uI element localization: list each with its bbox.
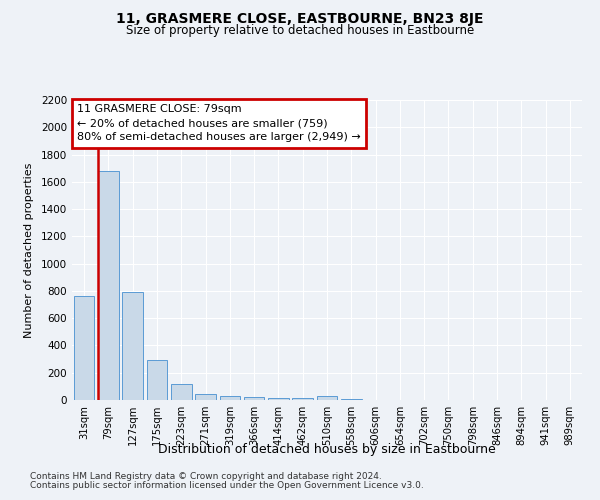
Bar	[74, 296, 94, 400]
Bar	[317, 396, 337, 400]
Text: Size of property relative to detached houses in Eastbourne: Size of property relative to detached ho…	[126, 24, 474, 37]
Text: Distribution of detached houses by size in Eastbourne: Distribution of detached houses by size …	[158, 442, 496, 456]
Text: 11, GRASMERE CLOSE, EASTBOURNE, BN23 8JE: 11, GRASMERE CLOSE, EASTBOURNE, BN23 8JE	[116, 12, 484, 26]
Bar	[146, 360, 167, 400]
Bar	[98, 171, 119, 400]
Text: Contains HM Land Registry data © Crown copyright and database right 2024.: Contains HM Land Registry data © Crown c…	[30, 472, 382, 481]
Bar	[122, 292, 143, 400]
Bar	[268, 398, 289, 400]
Bar	[195, 394, 216, 400]
Bar	[220, 396, 240, 400]
Bar	[171, 384, 191, 400]
Bar	[244, 397, 265, 400]
Bar	[292, 398, 313, 400]
Y-axis label: Number of detached properties: Number of detached properties	[24, 162, 34, 338]
Text: Contains public sector information licensed under the Open Government Licence v3: Contains public sector information licen…	[30, 481, 424, 490]
Text: 11 GRASMERE CLOSE: 79sqm
← 20% of detached houses are smaller (759)
80% of semi-: 11 GRASMERE CLOSE: 79sqm ← 20% of detach…	[77, 104, 361, 142]
